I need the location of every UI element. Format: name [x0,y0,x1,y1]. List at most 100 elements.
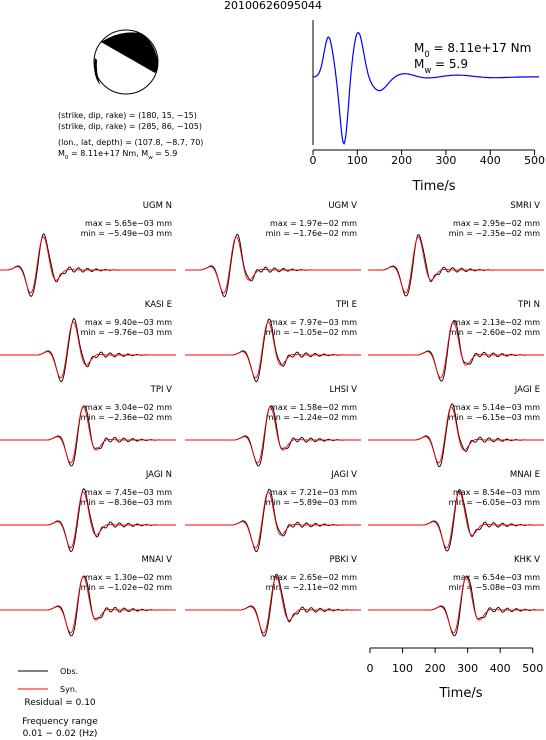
max-amplitude: max = 3.04e−02 mm [85,403,172,412]
x-tick-label: 300 [457,662,478,675]
min-amplitude: min = −5.49e−03 mm [81,229,173,238]
station-name: MNAI E [510,470,540,480]
x-tick-label: 500 [524,154,545,167]
synthetic-trace [0,491,176,549]
text-part: M [58,149,65,158]
subscript: w [424,65,431,75]
x-axis-label: Time/s [439,686,483,701]
moment-line: M0 = 8.11e+17 Nm, Mw = 5.9 [58,149,177,161]
max-amplitude: max = 2.13e−02 mm [453,318,540,327]
max-amplitude: max = 1.58e−02 mm [270,403,357,412]
synthetic-trace [368,236,544,294]
max-amplitude: max = 5.65e−03 mm [85,219,172,228]
x-tick-label: 500 [522,662,543,675]
station-name: PBKI V [329,555,357,565]
x-tick-label: 200 [391,154,412,167]
moment-rate-curve [312,31,539,145]
min-amplitude: min = −8.36e−03 mm [81,498,173,507]
moment: M0 = 8.11e+17 Nm [414,41,531,59]
synthetic-trace [185,236,361,294]
max-amplitude: max = 7.21e−03 mm [270,488,357,497]
x-tick-label: 200 [425,662,446,675]
x-tick-label: 300 [435,154,456,167]
min-amplitude: min = −1.02e−02 mm [81,583,173,592]
min-amplitude: min = −2.60e−02 mm [449,328,541,337]
synthetic-trace [368,576,544,634]
station-name: LHSI V [329,385,357,395]
station-name: UGM N [143,201,172,211]
min-amplitude: min = −5.89e−03 mm [266,498,358,507]
beachball [93,29,159,95]
station-name: TPI N [517,300,540,310]
max-amplitude: max = 8.54e−03 mm [453,488,540,497]
min-amplitude: min = −2.35e−02 mm [449,229,541,238]
min-amplitude: min = −9.76e−03 mm [81,328,173,337]
station-name: TPI E [335,300,357,310]
text-part: = 5.9 [431,57,468,71]
min-amplitude: min = −5.08e−03 mm [449,583,541,592]
station-name: TPI V [150,385,173,395]
synthetic-trace [0,576,176,634]
min-amplitude: min = −1.05e−02 mm [266,328,358,337]
synthetic-trace [368,491,544,549]
residual: Residual = 0.10 [24,698,96,708]
station-name: UGM V [328,201,357,211]
station-name: JAGI N [145,470,172,480]
station-name: KHK V [514,555,540,565]
frequency-range: 0.01 − 0.02 (Hz) [23,729,98,739]
station-name: SMRI V [510,201,540,211]
text-part: = 8.11e+17 Nm [430,41,532,55]
frequency-title: Frequency range [22,717,98,727]
max-amplitude: max = 1.97e−02 mm [270,219,357,228]
subscript: w [148,155,153,161]
subscript: 0 [65,155,69,161]
x-tick-label: 400 [490,662,511,675]
synthetic-trace [185,406,361,464]
text-part: = 8.11e+17 Nm, M [68,149,148,158]
min-amplitude: min = −1.76e−02 mm [266,229,358,238]
subscript: 0 [424,49,429,59]
source-time-function: 0 100 200 300 400 500 Time/s [310,20,545,194]
legend-label: Syn. [60,685,77,694]
min-amplitude: min = −1.24e−02 mm [266,413,358,422]
synthetic-trace [368,321,544,379]
min-amplitude: min = −6.05e−03 mm [449,498,541,507]
max-amplitude: max = 7.97e−03 mm [270,318,357,327]
max-amplitude: max = 7.45e−03 mm [85,488,172,497]
text-part: M [414,41,424,55]
synthetic-trace [368,406,544,464]
location: (lon., lat, depth) = (107.8, −8.7, 70) [58,138,203,147]
station-name: KASI E [145,300,172,310]
station-name: MNAI V [141,555,172,565]
min-amplitude: min = −2.36e−02 mm [81,413,173,422]
station-name: JAGI V [330,470,357,480]
station-name: JAGI E [514,385,540,395]
synthetic-trace [185,491,361,549]
min-amplitude: min = −2.11e−02 mm [266,583,358,592]
legend: Obs. Syn. [18,667,78,694]
synthetic-trace [185,576,361,634]
magnitude: Mw = 5.9 [414,57,468,75]
max-amplitude: max = 5.14e−03 mm [453,403,540,412]
max-amplitude: max = 2.65e−02 mm [270,573,357,582]
observed-trace [0,233,176,297]
nodal-plane: (strike, dip, rake) = (180, 15, −15) [58,111,197,120]
figure-title: 20100626095044 [224,0,322,12]
synthetic-trace [0,236,176,294]
max-amplitude: max = 6.54e−03 mm [453,573,540,582]
max-amplitude: max = 1.30e−02 mm [85,573,172,582]
nodal-plane: (strike, dip, rake) = (285, 86, −105) [58,122,202,131]
max-amplitude: max = 2.95e−02 mm [453,219,540,228]
text-part: M [414,57,424,71]
legend-label: Obs. [60,667,78,676]
observed-trace [185,233,361,297]
x-tick-label: 100 [347,154,368,167]
text-part: = 5.9 [153,149,178,158]
max-amplitude: max = 9.40e−03 mm [85,318,172,327]
x-tick-label: 0 [310,154,317,167]
synthetic-trace [0,321,176,379]
synthetic-trace [185,321,361,379]
x-tick-label: 0 [367,662,374,675]
